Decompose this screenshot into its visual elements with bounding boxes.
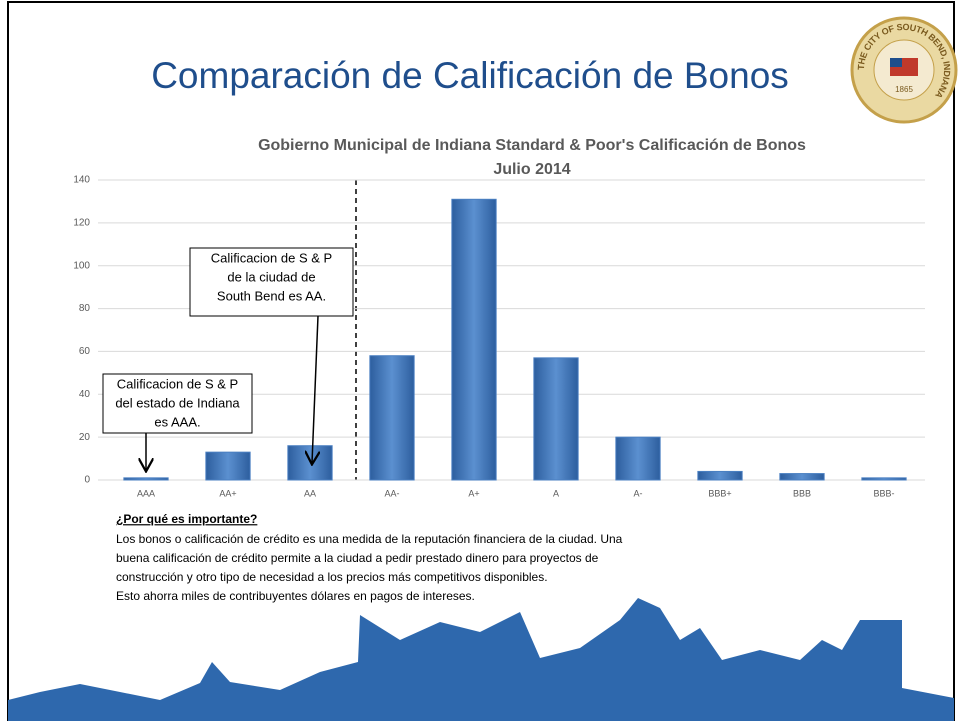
y-tick-label: 100 [73,260,90,271]
y-tick-label: 20 [79,432,91,443]
slide-border [7,1,955,721]
bar [533,357,579,481]
seal: THE CITY OF SOUTH BEND, INDIANA 1865 [850,16,958,124]
x-tick-label: BBB+ [708,488,731,498]
x-tick-label: A [553,488,559,498]
bar [205,451,251,481]
explanation-line: Los bonos o calificación de crédito es u… [116,532,623,546]
y-tick-label: 40 [79,389,91,400]
slide-title: Comparación de Calificación de Bonos [151,55,789,96]
chart-subtitle: Julio 2014 [493,161,570,178]
y-tick-label: 60 [79,346,91,357]
explanation-heading: ¿Por qué es importante? [116,512,257,526]
annotation-arrow [312,315,318,463]
annotation-text: South Bend es AA. [217,288,326,303]
y-tick-label: 0 [84,475,90,486]
x-tick-label: AA [304,488,316,498]
x-tick-label: BBB [793,488,811,498]
y-tick-label: 120 [73,217,90,228]
x-tick-label: AA+ [219,488,236,498]
annotation-box [189,247,354,317]
annotation-text: Calificacion de S & P [117,376,238,391]
bar [369,355,415,481]
seal-year: 1865 [895,85,913,94]
skyline [8,598,954,721]
bar [861,477,907,481]
annotation-box [102,373,253,434]
bar [123,477,169,481]
explanation-line: construcción y otro tipo de necesidad a … [116,570,548,584]
seal-flag-canton [890,58,902,67]
y-tick-label: 140 [73,175,90,186]
x-tick-label: A- [634,488,643,498]
y-tick-label: 80 [79,303,91,314]
bar [287,445,333,481]
explanation-line: buena calificación de crédito permite a … [116,551,599,565]
chart-title: Gobierno Municipal de Indiana Standard &… [258,137,806,154]
x-tick-label: AAA [137,488,155,498]
x-tick-label: A+ [468,488,479,498]
annotation-text: del estado de Indiana [115,395,240,410]
x-tick-label: BBB- [873,488,894,498]
x-tick-label: AA- [384,488,399,498]
bar [779,473,825,481]
annotation-text: de la ciudad de [227,269,315,284]
explanation-line: Esto ahorra miles de contribuyentes dóla… [116,589,475,603]
annotation-text: es AAA. [154,414,200,429]
bar [615,436,661,481]
bar [451,198,497,481]
bar [697,470,743,481]
annotation-text: Calificacion de S & P [211,250,332,265]
